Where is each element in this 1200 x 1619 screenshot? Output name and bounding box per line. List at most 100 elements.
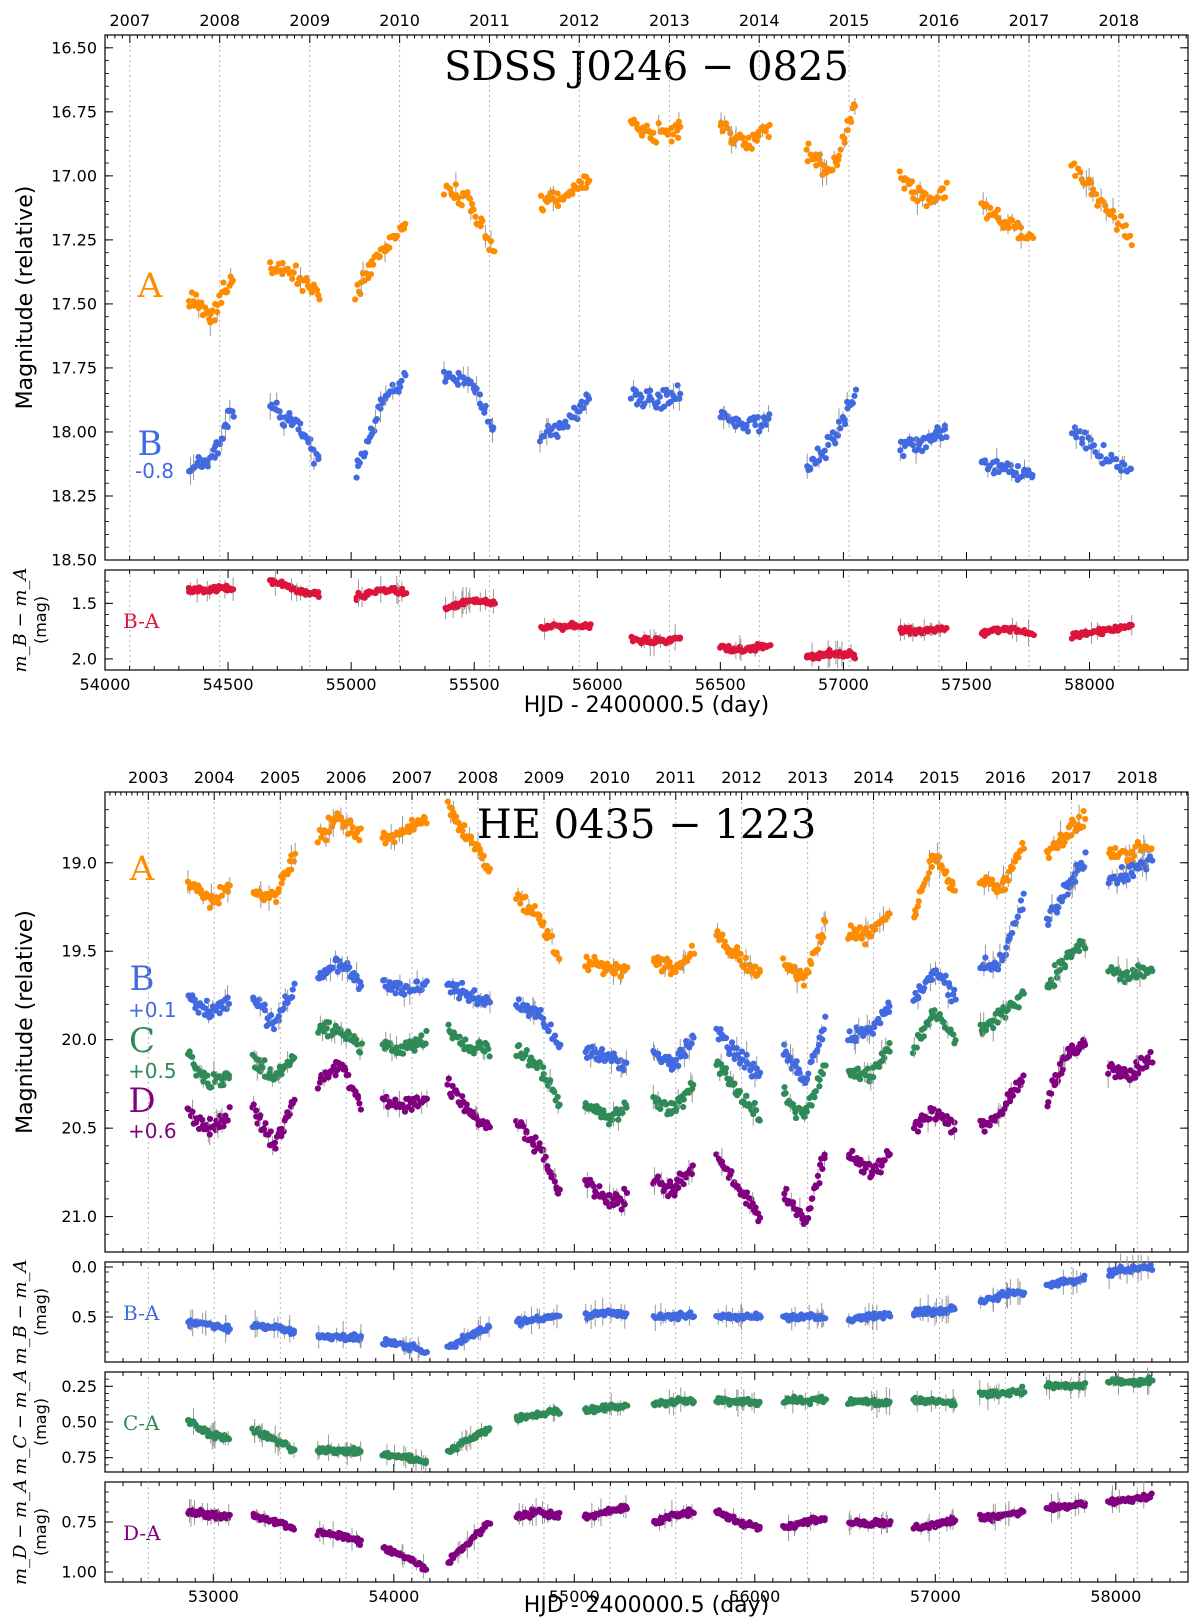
data-point <box>1054 1077 1061 1084</box>
data-point <box>257 1112 264 1119</box>
top-axis-year-label: 2010 <box>589 768 630 787</box>
data-point <box>218 892 226 899</box>
data-point <box>941 194 949 201</box>
data-point <box>540 1070 547 1078</box>
data-point <box>537 1006 544 1014</box>
data-point <box>315 593 322 600</box>
data-point <box>914 1128 922 1135</box>
data-point <box>618 973 625 980</box>
data-point <box>189 1053 196 1061</box>
data-point <box>280 1005 287 1012</box>
season-points <box>440 172 498 255</box>
data-point <box>1068 832 1075 839</box>
difference-y-axis-label: m_B − m_A (mag) <box>10 568 50 673</box>
data-point <box>265 895 273 902</box>
data-point <box>290 269 297 276</box>
data-point <box>262 1120 269 1127</box>
data-point <box>392 990 399 997</box>
x-tick-label: 56000 <box>572 675 623 694</box>
main-panel: 2003 2004 2005 2006 2007 2008 2009 2010 2011 2012… <box>61 768 1189 1253</box>
data-point <box>951 1126 958 1134</box>
data-point <box>835 418 843 425</box>
data-point <box>809 1195 816 1202</box>
data-point <box>925 869 933 877</box>
season-points <box>249 1095 298 1155</box>
data-point <box>1121 461 1128 468</box>
data-point <box>877 1020 884 1027</box>
difference-label-b-a: B-A <box>123 1301 160 1325</box>
data-point <box>638 132 646 139</box>
data-point <box>440 368 448 375</box>
data-point <box>848 118 855 126</box>
data-point <box>1077 169 1084 176</box>
data-point <box>647 387 654 394</box>
season-points <box>910 961 959 1010</box>
data-point <box>564 423 571 430</box>
difference-y-axis-label: m_D − m_A (mag) <box>10 1479 50 1585</box>
x-tick-label: 55500 <box>449 675 500 694</box>
data-point <box>994 206 1001 213</box>
data-point <box>841 135 848 142</box>
data-point <box>286 409 293 417</box>
data-point <box>582 184 590 192</box>
data-point <box>481 409 488 416</box>
data-point <box>462 1036 469 1043</box>
difference-label-c-a: C-A <box>123 1411 160 1435</box>
data-point <box>553 949 560 956</box>
data-point <box>666 959 673 966</box>
data-point <box>733 1045 740 1052</box>
data-point <box>656 393 663 400</box>
data-point <box>548 932 556 940</box>
data-point <box>648 396 655 403</box>
data-point <box>655 120 662 127</box>
season-points <box>1105 1049 1156 1089</box>
data-point <box>745 134 752 141</box>
data-point <box>1012 224 1019 231</box>
x-tick-label: 56000 <box>729 1587 780 1606</box>
season-points <box>911 842 959 921</box>
data-point <box>803 1108 810 1115</box>
data-point <box>357 1106 365 1113</box>
data-point <box>537 192 545 199</box>
data-point <box>1009 1092 1016 1099</box>
data-point <box>229 277 236 284</box>
data-point <box>540 1015 547 1022</box>
data-point <box>267 259 274 266</box>
data-point <box>554 203 562 210</box>
data-point <box>531 903 538 910</box>
data-point <box>943 179 950 186</box>
data-point <box>1094 202 1101 209</box>
data-point <box>917 1122 924 1129</box>
data-point <box>936 853 943 861</box>
season-points <box>910 1105 958 1140</box>
data-point <box>914 903 921 910</box>
data-point <box>195 1009 202 1016</box>
data-point <box>423 1027 430 1035</box>
series-label-b: B <box>138 424 163 464</box>
data-point <box>279 875 286 882</box>
data-point <box>1092 191 1100 198</box>
data-point <box>491 600 498 607</box>
data-point <box>214 308 221 316</box>
data-point <box>1005 224 1012 232</box>
season-points <box>582 953 631 986</box>
data-point <box>578 398 585 405</box>
data-point <box>421 815 428 822</box>
chart-title: HE 0435 − 1223 <box>477 802 816 848</box>
x-tick-label: 55000 <box>549 1587 600 1606</box>
data-point <box>1068 430 1076 437</box>
data-point <box>1072 878 1079 885</box>
data-point <box>480 852 487 860</box>
data-point <box>663 386 670 393</box>
season-points <box>185 1309 233 1344</box>
season-points <box>379 1027 430 1062</box>
data-point <box>402 220 409 227</box>
y-tick-label: 18.50 <box>51 551 97 570</box>
data-point <box>422 1040 429 1047</box>
data-point <box>719 931 726 938</box>
data-point <box>540 1064 547 1071</box>
series-a <box>185 98 1135 336</box>
series-offset-b: +0.1 <box>128 998 177 1022</box>
data-point <box>660 403 668 410</box>
data-point <box>192 291 200 298</box>
